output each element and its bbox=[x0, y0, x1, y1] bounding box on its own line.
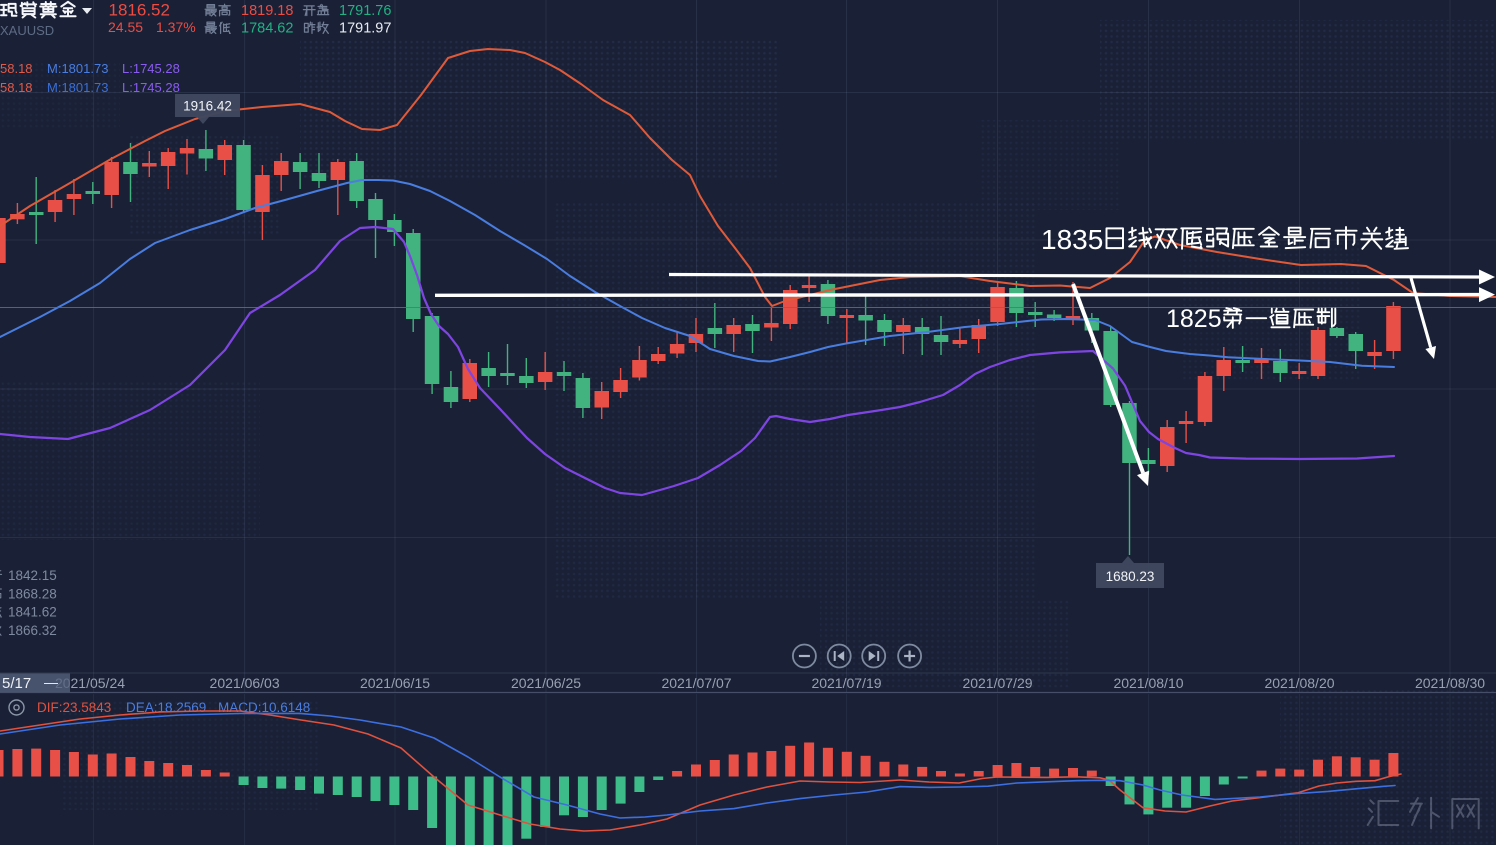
svg-text:2021/07/07: 2021/07/07 bbox=[661, 675, 731, 691]
svg-text:—: — bbox=[44, 674, 58, 690]
svg-text:DEA:18.2569: DEA:18.2569 bbox=[126, 700, 206, 715]
svg-text:1825: 1825 bbox=[1166, 305, 1222, 333]
svg-text:2021/08/20: 2021/08/20 bbox=[1264, 675, 1334, 691]
svg-text:1784.62: 1784.62 bbox=[241, 21, 293, 37]
svg-text:2021/08/10: 2021/08/10 bbox=[1113, 675, 1183, 691]
svg-text:1791.97: 1791.97 bbox=[339, 21, 391, 37]
svg-text:2021/06/15: 2021/06/15 bbox=[360, 675, 430, 691]
svg-text:2021/08/30: 2021/08/30 bbox=[1415, 675, 1485, 691]
svg-text:L:1745.28: L:1745.28 bbox=[122, 80, 180, 95]
svg-text:1816.52: 1816.52 bbox=[109, 1, 170, 20]
svg-text:M:1801.73: M:1801.73 bbox=[47, 61, 108, 76]
svg-text:M:1801.73: M:1801.73 bbox=[47, 80, 108, 95]
svg-text:1.37%: 1.37% bbox=[156, 19, 196, 35]
svg-text:58.18: 58.18 bbox=[0, 80, 33, 95]
svg-text:L:1745.28: L:1745.28 bbox=[122, 61, 180, 76]
svg-text:2021/06/03: 2021/06/03 bbox=[210, 675, 280, 691]
svg-text:1916.42: 1916.42 bbox=[183, 99, 232, 114]
svg-text:2021/05/24: 2021/05/24 bbox=[55, 675, 125, 691]
svg-text:2021/07/29: 2021/07/29 bbox=[962, 675, 1032, 691]
svg-text:1841.62: 1841.62 bbox=[8, 605, 57, 620]
svg-text:1842.15: 1842.15 bbox=[8, 568, 57, 583]
svg-text:5/17: 5/17 bbox=[2, 675, 31, 692]
svg-text:58.18: 58.18 bbox=[0, 61, 33, 76]
svg-text:1791.76: 1791.76 bbox=[339, 3, 391, 19]
svg-text:1819.18: 1819.18 bbox=[241, 3, 293, 19]
svg-text:1868.28: 1868.28 bbox=[8, 586, 57, 601]
svg-text:2021/06/25: 2021/06/25 bbox=[511, 675, 581, 691]
svg-text:24.55: 24.55 bbox=[108, 19, 143, 35]
svg-text:1835: 1835 bbox=[1041, 224, 1103, 255]
svg-text:XAUUSD: XAUUSD bbox=[0, 23, 54, 38]
svg-text:2021/07/19: 2021/07/19 bbox=[811, 675, 881, 691]
svg-text:1866.32: 1866.32 bbox=[8, 623, 57, 638]
svg-text:1680.23: 1680.23 bbox=[1106, 569, 1155, 584]
svg-text:DIF:23.5843: DIF:23.5843 bbox=[37, 700, 111, 715]
